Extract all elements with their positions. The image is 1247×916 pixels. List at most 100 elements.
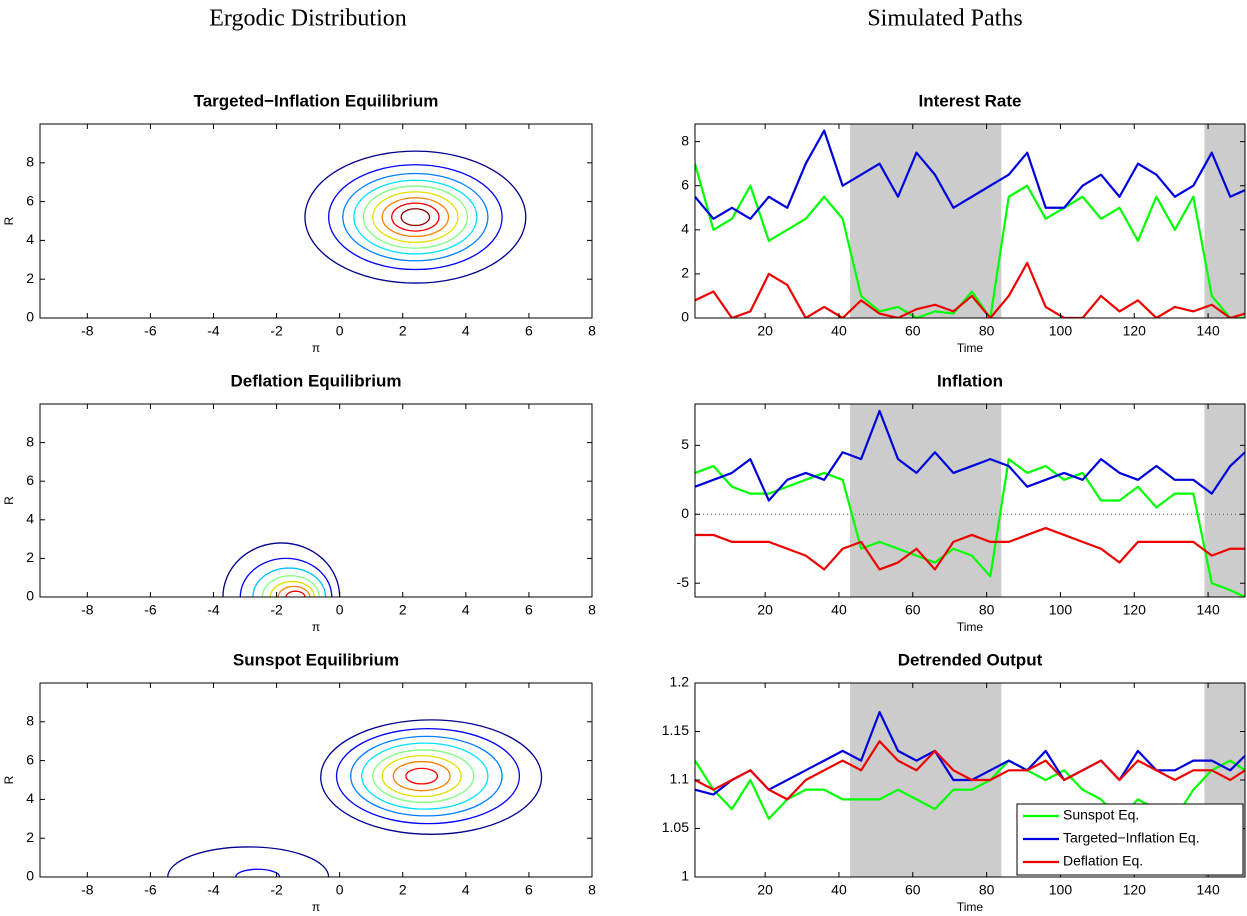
plot-area bbox=[304, 150, 527, 284]
x-tick-label: 140 bbox=[1196, 323, 1220, 339]
chart-title: Detrended Output bbox=[898, 650, 1043, 669]
y-tick-label: 1.05 bbox=[662, 819, 689, 835]
x-tick-label: 6 bbox=[525, 882, 533, 898]
x-tick-label: -4 bbox=[207, 323, 220, 339]
x-tick-label: -8 bbox=[81, 323, 94, 339]
axes-box bbox=[694, 403, 1246, 598]
shaded-period bbox=[1204, 124, 1245, 318]
x-tick-label: 120 bbox=[1123, 882, 1147, 898]
contour-line bbox=[392, 760, 451, 792]
y-tick-label: 6 bbox=[681, 176, 689, 192]
y-tick-label: 8 bbox=[26, 713, 34, 729]
x-tick-label: 8 bbox=[588, 323, 596, 339]
y-axis-label: R bbox=[2, 775, 16, 784]
contour-line bbox=[381, 197, 450, 238]
legend-label: Sunspot Eq. bbox=[1063, 807, 1139, 823]
contour-line bbox=[320, 719, 543, 835]
series-line bbox=[695, 261, 1245, 318]
y-tick-label: 1.15 bbox=[662, 722, 689, 738]
x-tick-label: 4 bbox=[462, 602, 470, 618]
y-tick-label: 4 bbox=[26, 790, 34, 806]
x-tick-label: -2 bbox=[270, 323, 283, 339]
y-tick-label: 0 bbox=[681, 309, 689, 325]
x-axis-label: Time bbox=[957, 620, 984, 634]
x-tick-label: 20 bbox=[757, 882, 773, 898]
y-tick-label: 1.1 bbox=[670, 771, 690, 787]
plot-area bbox=[695, 124, 1245, 318]
series-line bbox=[695, 163, 1245, 318]
axes-box bbox=[39, 682, 593, 878]
y-tick-label: 5 bbox=[681, 436, 689, 452]
x-axis-label: Time bbox=[957, 341, 984, 355]
x-tick-label: -6 bbox=[144, 323, 157, 339]
y-tick-label: 0 bbox=[26, 309, 34, 325]
x-tick-label: 2 bbox=[399, 323, 407, 339]
x-tick-label: -6 bbox=[144, 602, 157, 618]
y-tick-label: 4 bbox=[26, 511, 34, 527]
x-tick-label: 100 bbox=[1049, 323, 1073, 339]
y-tick-label: 2 bbox=[26, 829, 34, 845]
x-tick-label: 100 bbox=[1049, 882, 1073, 898]
axes-box bbox=[39, 403, 593, 598]
chart-title: Inflation bbox=[937, 371, 1003, 390]
y-tick-label: 0 bbox=[26, 588, 34, 604]
contour-line bbox=[405, 767, 439, 785]
contour-line bbox=[222, 542, 341, 597]
x-tick-label: 80 bbox=[979, 882, 995, 898]
axes-box bbox=[694, 123, 1246, 319]
y-tick-label: 2 bbox=[26, 270, 34, 286]
series-line bbox=[695, 526, 1245, 571]
panel: Interest Rate Time 20 40 60 80 100 120 140 0 2 4 6 8 bbox=[681, 91, 1246, 355]
chart-title: Deflation Equilibrium bbox=[231, 371, 402, 390]
legend-label: Targeted−Inflation Eq. bbox=[1063, 830, 1200, 846]
shaded-period bbox=[850, 404, 1002, 597]
x-tick-label: 60 bbox=[905, 602, 921, 618]
x-tick-label: -8 bbox=[81, 882, 94, 898]
y-tick-label: 8 bbox=[26, 154, 34, 170]
x-tick-label: 4 bbox=[462, 882, 470, 898]
panel: Sunspot Equilibrium π R -8 -6 -4 -2 0 2 4 6 8 0 2 4 6 8 bbox=[2, 650, 596, 914]
x-tick-label: 60 bbox=[905, 882, 921, 898]
x-tick-label: -4 bbox=[207, 882, 220, 898]
chart-title: Targeted−Inflation Equilibrium bbox=[194, 91, 439, 110]
panel: Detrended Output Time 20 40 60 80 100 120 140 1 1.… bbox=[662, 650, 1246, 914]
contour-line bbox=[381, 755, 462, 798]
y-tick-label: 4 bbox=[26, 231, 34, 247]
series-line bbox=[695, 409, 1245, 502]
series-line bbox=[695, 740, 1245, 801]
contour-line bbox=[400, 208, 431, 227]
contour-line bbox=[285, 590, 306, 597]
x-tick-label: 20 bbox=[757, 323, 773, 339]
x-tick-label: 0 bbox=[336, 602, 344, 618]
x-tick-label: 6 bbox=[525, 323, 533, 339]
x-tick-label: 8 bbox=[588, 602, 596, 618]
contour-line bbox=[372, 749, 475, 803]
x-tick-label: 4 bbox=[462, 323, 470, 339]
x-tick-label: 40 bbox=[831, 602, 847, 618]
y-tick-label: 6 bbox=[26, 192, 34, 208]
x-axis-label: Time bbox=[957, 900, 984, 914]
x-tick-label: 0 bbox=[336, 882, 344, 898]
x-tick-label: 80 bbox=[979, 602, 995, 618]
y-tick-label: 0 bbox=[26, 868, 34, 884]
x-tick-label: 140 bbox=[1196, 882, 1220, 898]
plot-area bbox=[695, 404, 1245, 597]
x-tick-label: -2 bbox=[270, 602, 283, 618]
contour-line bbox=[350, 735, 503, 817]
x-tick-label: 120 bbox=[1123, 602, 1147, 618]
contour-line bbox=[261, 575, 320, 597]
legend-label: Deflation Eq. bbox=[1063, 853, 1143, 869]
chart-title: Sunspot Equilibrium bbox=[233, 650, 399, 669]
contour-line bbox=[391, 202, 440, 232]
y-axis-label: R bbox=[2, 216, 16, 225]
column-title: Ergodic Distribution bbox=[209, 6, 407, 32]
x-tick-label: 140 bbox=[1196, 602, 1220, 618]
contour-line bbox=[335, 727, 521, 825]
x-tick-label: -8 bbox=[81, 602, 94, 618]
x-tick-label: -6 bbox=[144, 882, 157, 898]
contour-line bbox=[362, 185, 469, 249]
x-axis-label: π bbox=[312, 341, 320, 355]
x-tick-label: 120 bbox=[1123, 323, 1147, 339]
